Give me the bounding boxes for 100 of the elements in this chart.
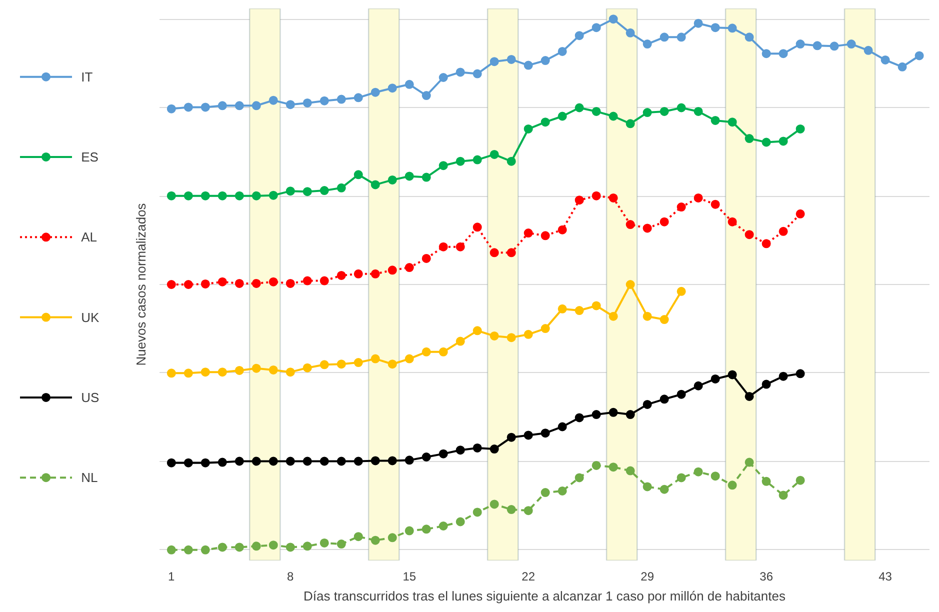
point [234,456,244,466]
x-tick-label: 29 [640,570,654,584]
point [660,315,669,324]
point [524,430,533,440]
point [388,175,397,184]
point [252,101,261,110]
point [438,242,448,252]
point [200,279,210,288]
point [778,372,788,381]
point [490,500,499,509]
point [540,428,550,438]
legend-label: AL [81,230,98,245]
point [456,517,465,526]
point [286,542,295,552]
point [404,172,414,181]
point [286,100,295,110]
point [200,545,210,554]
point [676,286,686,296]
point [744,458,754,467]
point [286,456,295,466]
point [676,103,686,112]
point [592,191,601,200]
point [336,183,346,192]
point [490,444,499,454]
point [728,217,737,226]
point [608,312,618,321]
point [286,368,295,377]
point [626,220,635,230]
point [302,542,312,551]
point [354,456,363,466]
x-tick-label: 8 [287,570,294,584]
point [830,42,839,51]
point [642,108,652,118]
point [524,330,533,339]
point [354,269,363,278]
point [660,484,669,494]
point [456,68,465,77]
point [778,49,788,58]
point [354,532,363,542]
point [234,191,244,200]
y-axis-title: Nuevos casos normalizados [134,202,148,366]
point [200,191,210,200]
point [524,124,533,134]
point [728,370,737,380]
point [592,301,601,310]
point [456,242,465,252]
point [676,202,686,212]
point [558,47,567,56]
point [218,368,227,377]
point [422,91,431,100]
point [422,524,431,534]
point [456,156,465,166]
point [218,101,227,110]
point [540,231,550,240]
point [320,276,329,286]
point [166,545,176,554]
point [268,456,278,466]
point [796,40,805,49]
point [642,312,652,321]
point [370,88,380,97]
point [286,278,295,288]
point [268,190,278,200]
point [320,96,329,106]
point [660,32,669,42]
point [660,106,669,116]
legend-label: UK [81,310,100,325]
point [370,354,380,364]
point [422,254,431,263]
point [370,456,380,466]
point [558,304,567,314]
x-tick-label: 36 [760,570,774,584]
point [336,360,346,369]
point [642,482,652,492]
point [218,191,227,200]
point [608,408,618,417]
point [506,505,516,514]
point [710,472,720,481]
point [710,116,720,125]
point [490,331,499,340]
point [472,69,482,78]
point [166,458,176,468]
point [472,508,482,517]
point [744,32,754,42]
point [200,458,210,468]
point [778,490,788,500]
point [438,449,448,458]
point [728,118,737,127]
point [694,381,703,390]
point [200,368,210,377]
point [184,368,193,378]
point [796,476,805,485]
point [404,526,414,536]
point [660,394,669,404]
point [694,106,703,116]
point [778,226,788,236]
point [574,196,584,205]
point [642,224,652,233]
point [728,24,737,33]
point [608,462,618,472]
point [472,222,482,232]
